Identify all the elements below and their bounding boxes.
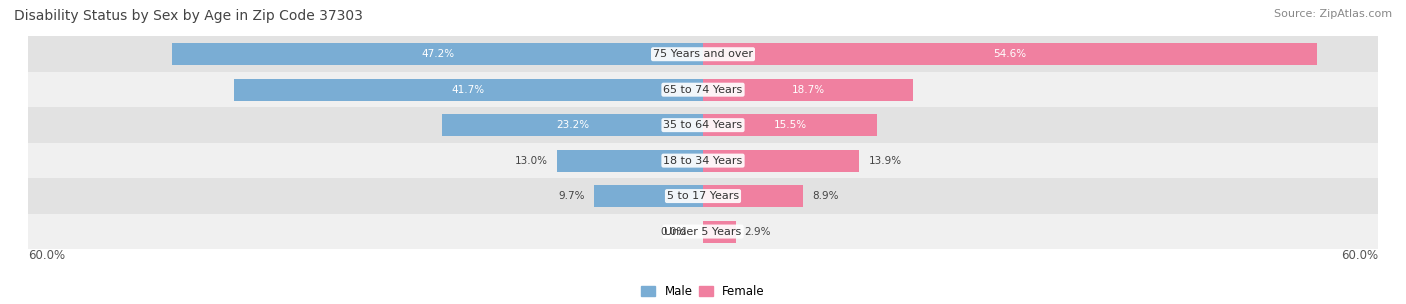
Bar <box>703 221 735 243</box>
Bar <box>703 43 1317 65</box>
Bar <box>703 150 859 171</box>
Text: 54.6%: 54.6% <box>994 49 1026 59</box>
Bar <box>441 114 703 136</box>
Bar <box>28 178 1378 214</box>
Text: 2.9%: 2.9% <box>745 226 770 237</box>
Text: 0.0%: 0.0% <box>659 226 686 237</box>
Text: 5 to 17 Years: 5 to 17 Years <box>666 191 740 201</box>
Text: 65 to 74 Years: 65 to 74 Years <box>664 85 742 95</box>
Bar <box>703 114 877 136</box>
Bar <box>557 150 703 171</box>
Bar <box>28 72 1378 107</box>
Text: 8.9%: 8.9% <box>813 191 838 201</box>
Bar <box>703 185 803 207</box>
Legend: Male, Female: Male, Female <box>637 281 769 303</box>
Text: Under 5 Years: Under 5 Years <box>665 226 741 237</box>
Bar <box>28 107 1378 143</box>
Bar <box>233 79 703 101</box>
Text: 41.7%: 41.7% <box>451 85 485 95</box>
Text: 13.0%: 13.0% <box>515 156 548 166</box>
Text: 13.9%: 13.9% <box>869 156 901 166</box>
Bar <box>28 143 1378 178</box>
Text: Source: ZipAtlas.com: Source: ZipAtlas.com <box>1274 9 1392 19</box>
Text: 18.7%: 18.7% <box>792 85 825 95</box>
Text: 23.2%: 23.2% <box>555 120 589 130</box>
Text: 15.5%: 15.5% <box>773 120 807 130</box>
Bar <box>703 79 914 101</box>
Bar <box>172 43 703 65</box>
Bar <box>28 214 1378 249</box>
Text: 18 to 34 Years: 18 to 34 Years <box>664 156 742 166</box>
Text: 9.7%: 9.7% <box>558 191 585 201</box>
Text: 35 to 64 Years: 35 to 64 Years <box>664 120 742 130</box>
Text: 75 Years and over: 75 Years and over <box>652 49 754 59</box>
Text: 47.2%: 47.2% <box>420 49 454 59</box>
Bar <box>28 36 1378 72</box>
Text: 60.0%: 60.0% <box>1341 249 1378 262</box>
Text: Disability Status by Sex by Age in Zip Code 37303: Disability Status by Sex by Age in Zip C… <box>14 9 363 23</box>
Text: 60.0%: 60.0% <box>28 249 65 262</box>
Bar <box>593 185 703 207</box>
